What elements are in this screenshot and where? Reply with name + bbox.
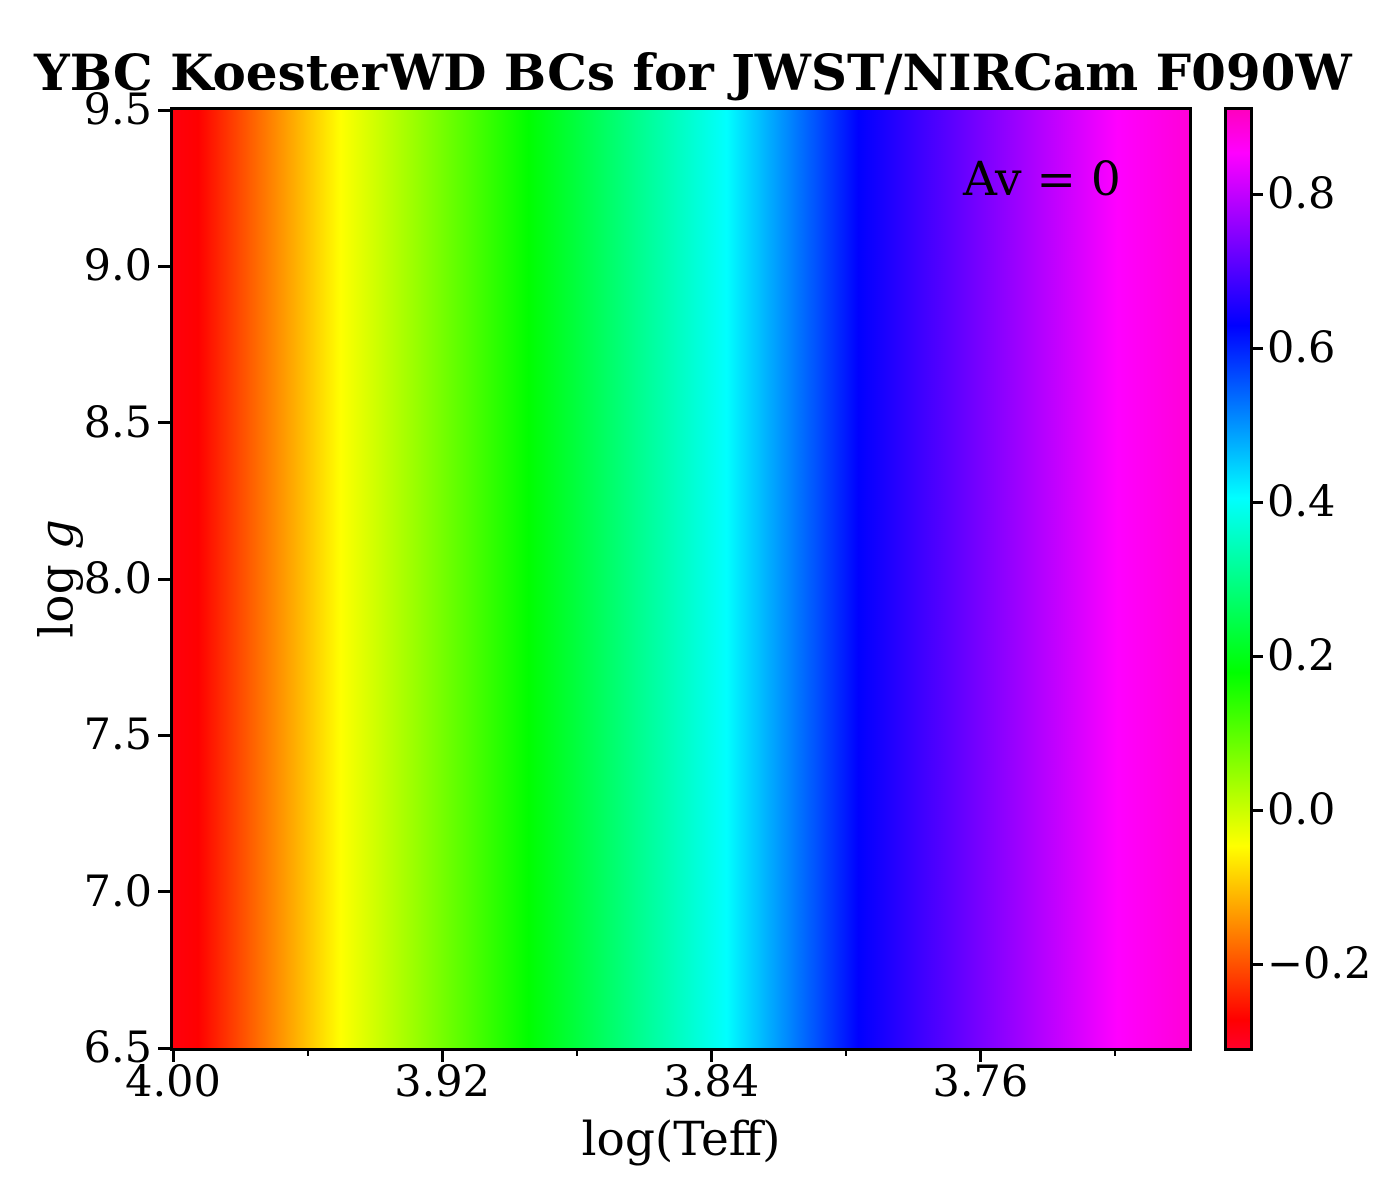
- colorbar-tick-label: 0.0: [1267, 785, 1336, 836]
- y-axis-label-g: g: [29, 519, 85, 550]
- colorbar-tick-label: 0.8: [1267, 169, 1336, 220]
- x-major-tick: [978, 1048, 982, 1062]
- colorbar-tick-label: 0.4: [1267, 477, 1336, 528]
- x-minor-tick: [306, 1048, 309, 1056]
- y-tick-label: 7.5: [83, 710, 152, 761]
- x-tick-label: 3.92: [394, 1057, 490, 1107]
- y-major-tick: [158, 264, 173, 268]
- y-major-tick: [158, 421, 173, 425]
- y-tick-label: 6.5: [83, 1023, 152, 1073]
- colorbar-tick: [1253, 808, 1263, 812]
- x-minor-tick: [844, 1048, 847, 1056]
- y-axis-label-log: log: [29, 564, 85, 638]
- x-minor-tick: [1113, 1048, 1116, 1056]
- y-axis-label: log g: [30, 459, 85, 699]
- y-major-tick: [158, 577, 173, 581]
- y-major-tick: [158, 733, 173, 737]
- y-tick-label: 9.0: [83, 241, 152, 292]
- chart-title: YBC KoesterWD BCs for JWST/NIRCam F090W: [34, 43, 1352, 102]
- colorbar-tick: [1253, 962, 1263, 966]
- colorbar-tick-label: −0.2: [1267, 939, 1372, 990]
- x-major-tick: [171, 1048, 175, 1062]
- colorbar-tick-label: 0.6: [1267, 323, 1336, 374]
- colorbar-tick: [1253, 346, 1263, 350]
- y-tick-label: 9.5: [83, 85, 152, 135]
- x-major-tick: [709, 1048, 713, 1062]
- y-tick-label: 8.5: [83, 397, 152, 448]
- annotation-av: Av = 0: [963, 152, 1121, 207]
- colorbar-tick: [1253, 500, 1263, 504]
- x-minor-tick: [575, 1048, 578, 1056]
- y-tick-label: 7.0: [83, 866, 152, 917]
- x-tick-label: 3.76: [932, 1057, 1029, 1107]
- colorbar-tick: [1253, 192, 1263, 196]
- y-major-tick: [158, 890, 173, 894]
- y-tick-label: 8.0: [83, 554, 152, 604]
- colorbar: [1224, 107, 1253, 1051]
- y-major-tick: [158, 1046, 173, 1050]
- heatmap-plot: Av = 0: [170, 107, 1192, 1051]
- y-major-tick: [158, 108, 173, 112]
- x-tick-label: 4.00: [125, 1057, 221, 1107]
- x-major-tick: [440, 1048, 444, 1062]
- x-axis-label: log(Teff): [581, 1112, 781, 1167]
- colorbar-tick: [1253, 654, 1263, 658]
- colorbar-tick-label: 0.2: [1267, 631, 1336, 682]
- x-tick-label: 3.84: [663, 1057, 760, 1107]
